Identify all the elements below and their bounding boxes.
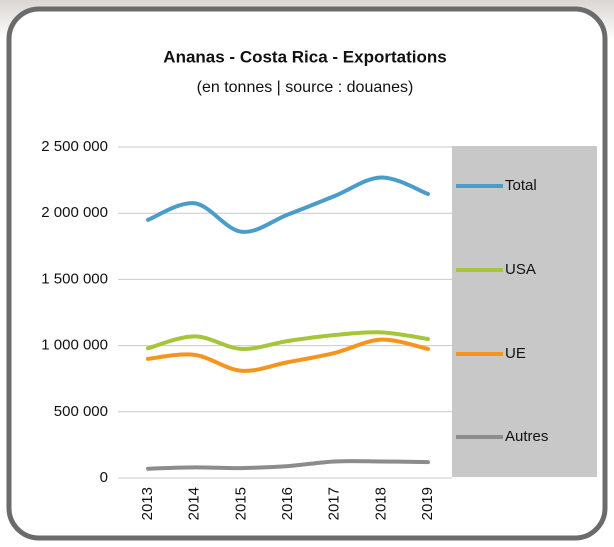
legend-label: UE <box>505 345 526 362</box>
series-line <box>146 337 430 373</box>
y-tick-label: 500 000 <box>54 403 108 420</box>
chart-subtitle: (en tonnes | source : douanes) <box>197 79 414 96</box>
x-tick-label: 2018 <box>372 487 389 520</box>
series-line <box>146 330 430 351</box>
legend-box <box>452 146 597 477</box>
series-line <box>146 459 430 471</box>
y-tick-label: 2 500 000 <box>41 138 108 155</box>
y-tick-label: 2 000 000 <box>41 204 108 221</box>
x-tick-label: 2016 <box>279 487 296 520</box>
y-tick-label: 1 000 000 <box>41 337 108 354</box>
legend-label: Total <box>505 177 537 194</box>
x-tick-label: 2019 <box>419 487 436 520</box>
legend-label: USA <box>505 261 536 278</box>
y-tick-label: 0 <box>100 469 108 486</box>
series-line <box>146 175 430 234</box>
x-tick-label: 2013 <box>139 487 156 520</box>
x-tick-label: 2017 <box>326 487 343 520</box>
x-tick-label: 2014 <box>186 487 203 520</box>
y-tick-label: 1 500 000 <box>41 270 108 287</box>
legend-label: Autres <box>505 428 548 445</box>
x-tick-label: 2015 <box>232 487 249 520</box>
chart-title: Ananas - Costa Rica - Exportations <box>163 47 446 66</box>
